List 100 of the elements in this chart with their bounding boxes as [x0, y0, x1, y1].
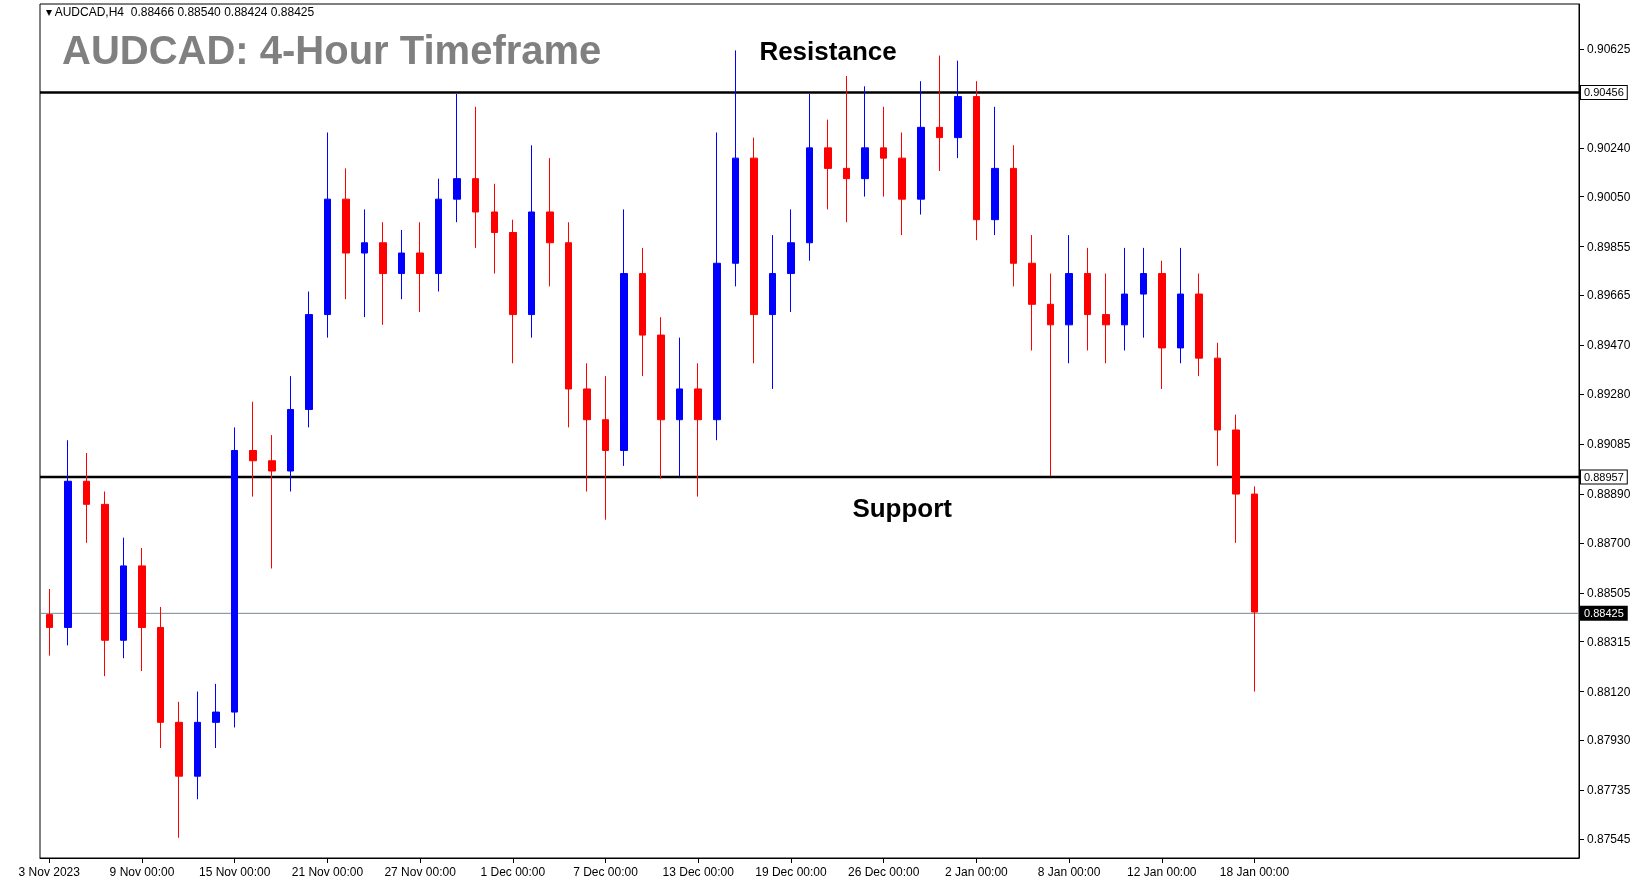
candlestick [1195, 273, 1203, 377]
annotation: Support [852, 492, 953, 523]
candlestick [398, 229, 405, 300]
x-tick-label: 27 Nov 00:00 [384, 865, 457, 879]
x-tick-label: 18 Jan 00:00 [1219, 865, 1290, 879]
y-tick-label: 0.89085 [1587, 437, 1631, 452]
y-tick-label: 0.88120 [1587, 684, 1631, 699]
candlestick [342, 167, 350, 300]
candlestick [1214, 342, 1221, 467]
x-tick-label: 13 Dec 00:00 [662, 865, 735, 879]
candlestick [917, 80, 925, 216]
chart-subtitle: ▾ AUDCAD,H4 0.88466 0.88540 0.88424 0.88425 [46, 5, 315, 19]
candlestick [231, 426, 238, 728]
candlestick [676, 337, 683, 477]
y-tick-label: 0.89855 [1587, 239, 1631, 254]
candlestick [194, 691, 201, 800]
candlestick [509, 219, 517, 364]
candlestick [435, 178, 442, 292]
y-tick-label: 0.90625 [1587, 42, 1631, 57]
candlestick [713, 131, 721, 441]
candlestick [954, 60, 962, 159]
candlestick [843, 75, 850, 223]
candlestick [694, 362, 702, 498]
y-tick-label: 0.88315 [1587, 634, 1631, 649]
candlestick [880, 106, 887, 198]
candlestick [1121, 247, 1128, 351]
y-tick-label: 0.87735 [1587, 783, 1631, 798]
candlestick [175, 701, 183, 839]
y-tick-label: 0.90050 [1587, 189, 1631, 204]
candlestick [101, 491, 109, 677]
y-tick-label: 0.90240 [1587, 140, 1631, 155]
candlestick [1102, 273, 1110, 364]
candlestick [361, 208, 368, 318]
candlestick [1232, 414, 1240, 544]
candlestick [824, 119, 832, 210]
candlestick [1047, 273, 1054, 477]
candlestick [491, 183, 498, 275]
candlestick [583, 362, 591, 493]
y-tick-label: 0.88700 [1587, 535, 1631, 550]
candlestick [732, 49, 739, 287]
candlestick [46, 588, 53, 657]
x-tick-label: 2 Jan 00:00 [945, 865, 1009, 879]
x-tick-label: 26 Dec 00:00 [847, 865, 920, 879]
candlestick [1140, 247, 1147, 339]
candlestick [936, 55, 943, 172]
x-tick-label: 3 Nov 2023 [18, 865, 81, 879]
candlestick [620, 208, 628, 467]
annotation: Resistance [759, 36, 897, 67]
candlestick [973, 80, 980, 241]
ref-line-label: 0.88425 [1584, 607, 1624, 620]
candlestick [138, 547, 146, 672]
candlestick [750, 137, 758, 364]
candlestick [379, 221, 387, 326]
x-tick-label: 19 Dec 00:00 [755, 865, 827, 879]
y-tick-label: 0.87545 [1587, 832, 1631, 847]
candlestick [806, 93, 813, 262]
y-tick-label: 0.89665 [1587, 288, 1631, 303]
ref-line-label: 0.88957 [1584, 470, 1624, 483]
candlestick [1177, 247, 1184, 364]
candlestick [602, 375, 609, 521]
candlestick [1251, 485, 1258, 693]
candlestick [64, 439, 72, 646]
candlestick [416, 221, 424, 313]
ref-line-label: 0.90456 [1584, 86, 1624, 99]
text: AUDCAD: 4-Hour Timeframe [62, 28, 602, 72]
candlestick [769, 234, 776, 390]
y-tick-label: 0.88505 [1587, 585, 1631, 600]
x-tick-label: 12 Jan 00:00 [1127, 865, 1197, 879]
x-tick-label: 15 Nov 00:00 [199, 865, 271, 879]
candlestick [991, 106, 999, 236]
x-tick-label: 7 Dec 00:00 [573, 865, 639, 879]
candlestick [861, 85, 869, 198]
candlestick [287, 375, 294, 493]
y-tick-label: 0.87930 [1587, 733, 1631, 748]
candlestick [453, 93, 461, 223]
candlestick [528, 144, 535, 339]
candlestick [324, 131, 331, 339]
y-tick-label: 0.89470 [1587, 338, 1631, 353]
candlestick [1158, 260, 1166, 390]
candlestick [249, 401, 257, 498]
x-tick-label: 8 Jan 00:00 [1037, 865, 1101, 879]
candlestick [1010, 144, 1017, 287]
candlestick [212, 683, 220, 749]
x-tick-label: 1 Dec 00:00 [480, 865, 546, 879]
candlestick [472, 106, 479, 249]
y-tick-label: 0.89280 [1587, 387, 1631, 402]
candlestick [1065, 234, 1073, 364]
candlestick [565, 221, 572, 428]
candlestick [787, 208, 795, 313]
candlestick [657, 316, 665, 480]
candlestick [1028, 234, 1036, 351]
candlestick [268, 434, 276, 569]
candlestick [305, 290, 313, 428]
candlestick [120, 537, 127, 659]
y-tick-label: 0.88890 [1587, 487, 1631, 502]
candlestick [898, 131, 906, 236]
candlestick [1084, 247, 1091, 351]
candlestick [157, 606, 164, 749]
candlestick [83, 452, 90, 544]
candlestick [546, 157, 554, 287]
